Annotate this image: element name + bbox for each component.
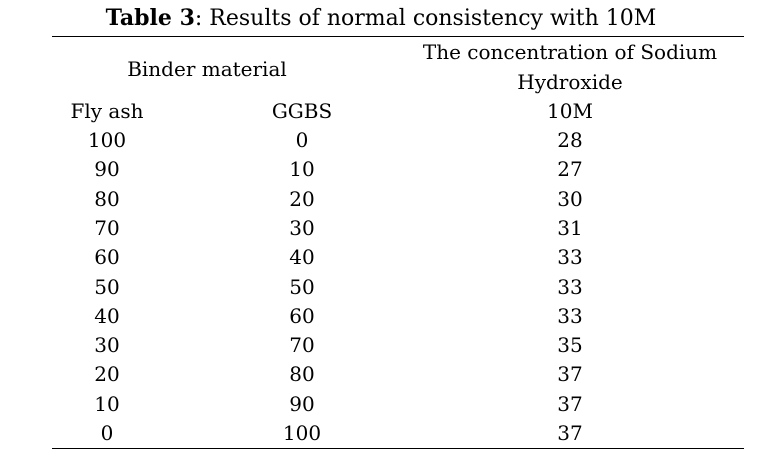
cell-consistency: 37	[557, 362, 583, 386]
cell-ggbs: 40	[289, 245, 315, 269]
cell-fly-ash: 100	[87, 128, 127, 152]
cell-fly-ash: 50	[94, 275, 120, 299]
cell-fly-ash: 60	[94, 245, 120, 269]
cell-consistency: 35	[557, 333, 583, 357]
cell-ggbs: 30	[289, 216, 315, 240]
cell-fly-ash: 90	[94, 157, 120, 181]
cell-consistency: 31	[557, 216, 583, 240]
cell-ggbs: 90	[289, 392, 315, 416]
cell-ggbs: 20	[289, 187, 315, 211]
cell-fly-ash: 20	[94, 362, 120, 386]
cell-consistency: 37	[557, 421, 583, 445]
table-label: Table 3	[105, 5, 195, 31]
header-concentration-line1: The concentration of Sodium	[422, 40, 718, 64]
table-caption: Table 3: Results of normal consistency w…	[0, 4, 762, 33]
cell-ggbs: 100	[282, 421, 322, 445]
cell-fly-ash: 70	[94, 216, 120, 240]
cell-ggbs: 50	[289, 275, 315, 299]
cell-consistency: 33	[557, 304, 583, 328]
cell-consistency: 37	[557, 392, 583, 416]
cell-fly-ash: 30	[94, 333, 120, 357]
table-caption-text: : Results of normal consistency with 10M	[194, 6, 657, 31]
table-bottom-rule	[52, 448, 744, 449]
header-fly-ash: Fly ash	[70, 99, 144, 123]
cell-consistency: 33	[557, 245, 583, 269]
cell-consistency: 33	[557, 275, 583, 299]
cell-ggbs: 0	[295, 128, 309, 152]
cell-ggbs: 80	[289, 362, 315, 386]
cell-fly-ash: 40	[94, 304, 120, 328]
cell-fly-ash: 10	[94, 392, 120, 416]
cell-consistency: 27	[557, 157, 583, 181]
header-ggbs: GGBS	[271, 99, 333, 123]
cell-ggbs: 60	[289, 304, 315, 328]
header-molarity: 10M	[547, 99, 593, 123]
header-binder-material: Binder material	[127, 57, 287, 81]
cell-ggbs: 10	[289, 157, 315, 181]
cell-consistency: 30	[557, 187, 583, 211]
cell-fly-ash: 0	[100, 421, 114, 445]
table-top-rule	[52, 36, 744, 37]
cell-consistency: 28	[557, 128, 583, 152]
cell-fly-ash: 80	[94, 187, 120, 211]
header-concentration-line2: Hydroxide	[517, 70, 623, 94]
cell-ggbs: 70	[289, 333, 315, 357]
